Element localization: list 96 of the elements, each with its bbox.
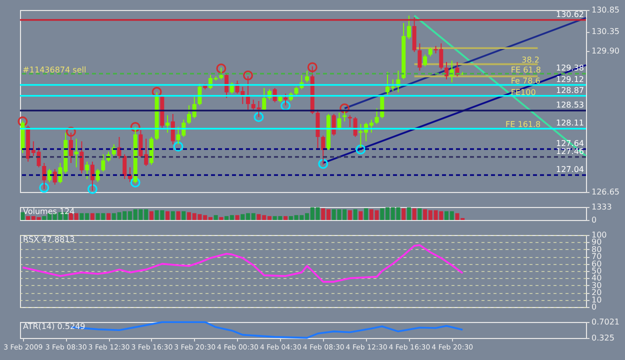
point	[66, 126, 76, 137]
bar	[235, 215, 240, 220]
y-tick-label: 50	[592, 266, 602, 276]
bar	[20, 212, 25, 220]
candlestick	[374, 108, 379, 124]
annotation: Fe 78.6	[510, 76, 540, 86]
y-tick-label: 0	[592, 216, 597, 224]
point	[130, 177, 140, 188]
bar	[364, 208, 368, 220]
annotation: FE 161.8	[506, 120, 541, 129]
chart-title: ATR(14) 0.5249	[23, 322, 86, 331]
point	[318, 158, 328, 169]
bar	[348, 210, 352, 220]
point	[243, 70, 253, 80]
candlestick	[166, 114, 170, 134]
bar	[219, 217, 224, 220]
line-series	[22, 244, 464, 283]
y-tick-label: 80	[592, 244, 602, 254]
y-tick-label: 20	[592, 288, 602, 298]
annotation: FE 61.8	[510, 66, 541, 75]
point	[173, 142, 184, 152]
bar	[90, 213, 94, 220]
candlestick	[52, 168, 57, 186]
candlestick	[170, 114, 175, 145]
y-tick-label: 130.85	[592, 6, 620, 14]
y-tick-label: 0.325	[592, 334, 614, 342]
y-tick-label: 70	[592, 252, 602, 262]
bar	[402, 208, 406, 220]
bar	[418, 208, 422, 220]
bar	[353, 209, 358, 220]
bar	[176, 211, 180, 220]
point	[39, 182, 50, 193]
y-tick-label: 0.7021	[592, 318, 620, 326]
chart-title: RSX 47.8813	[23, 235, 75, 244]
ref-line-label: 128.87	[556, 86, 584, 95]
ref-line-label: 127.04	[556, 165, 584, 174]
y-tick-label: 60	[592, 259, 602, 268]
candlestick	[117, 136, 122, 160]
candlestick	[101, 154, 106, 172]
bar	[149, 211, 154, 220]
annotation: FE100	[510, 88, 536, 98]
point	[152, 86, 162, 97]
point	[307, 62, 318, 72]
ref-line-label: 129.12	[556, 74, 584, 84]
point	[340, 103, 350, 114]
candlestick	[122, 154, 127, 180]
candlestick	[321, 135, 326, 166]
candlestick	[418, 42, 422, 72]
candlestick	[48, 168, 52, 183]
y-tick-label: 1333	[592, 202, 612, 212]
candlestick	[96, 168, 100, 183]
candlestick	[348, 114, 352, 128]
annotation: 38.2	[522, 56, 540, 65]
candlestick	[332, 114, 336, 136]
point	[280, 100, 291, 111]
candlestick	[85, 161, 90, 180]
candlestick	[353, 116, 358, 138]
candlestick	[224, 73, 229, 98]
point	[216, 64, 226, 74]
point	[18, 116, 28, 126]
ref-line-label: 130.62	[556, 10, 584, 19]
y-tick-label: 126.65	[592, 188, 620, 196]
y-tick-label: 90	[592, 238, 602, 247]
candlestick	[444, 62, 449, 80]
candlestick	[305, 70, 310, 83]
bar	[106, 213, 111, 220]
bar	[214, 215, 218, 220]
point	[130, 122, 140, 132]
y-tick-label: 0	[592, 302, 597, 312]
bar	[166, 211, 170, 220]
point	[356, 144, 366, 155]
ref-line-label: 128.53	[556, 100, 584, 110]
candlestick	[90, 161, 94, 192]
candlestick	[198, 83, 202, 106]
candlestick	[74, 138, 78, 168]
y-tick-label: 100	[592, 230, 607, 240]
point	[87, 184, 98, 194]
candlestick	[423, 54, 428, 67]
ref-line-label: 128.11	[556, 118, 584, 128]
y-tick-label: 30	[592, 280, 602, 290]
candlestick	[284, 93, 288, 106]
point	[254, 112, 264, 122]
bar	[170, 211, 175, 220]
y-tick-label: 40	[592, 274, 602, 283]
bar	[284, 216, 288, 220]
y-tick-label: 10	[592, 295, 602, 304]
bar	[406, 207, 411, 220]
candlestick	[80, 140, 84, 174]
bar	[358, 211, 363, 220]
annotation: #11436874 sell	[22, 66, 86, 75]
candlestick	[337, 112, 342, 131]
y-tick-label: 130.35	[592, 27, 620, 36]
y-tick-label: 129.90	[592, 46, 620, 56]
bar	[412, 208, 416, 220]
bar	[182, 211, 186, 220]
candlestick	[219, 67, 224, 80]
